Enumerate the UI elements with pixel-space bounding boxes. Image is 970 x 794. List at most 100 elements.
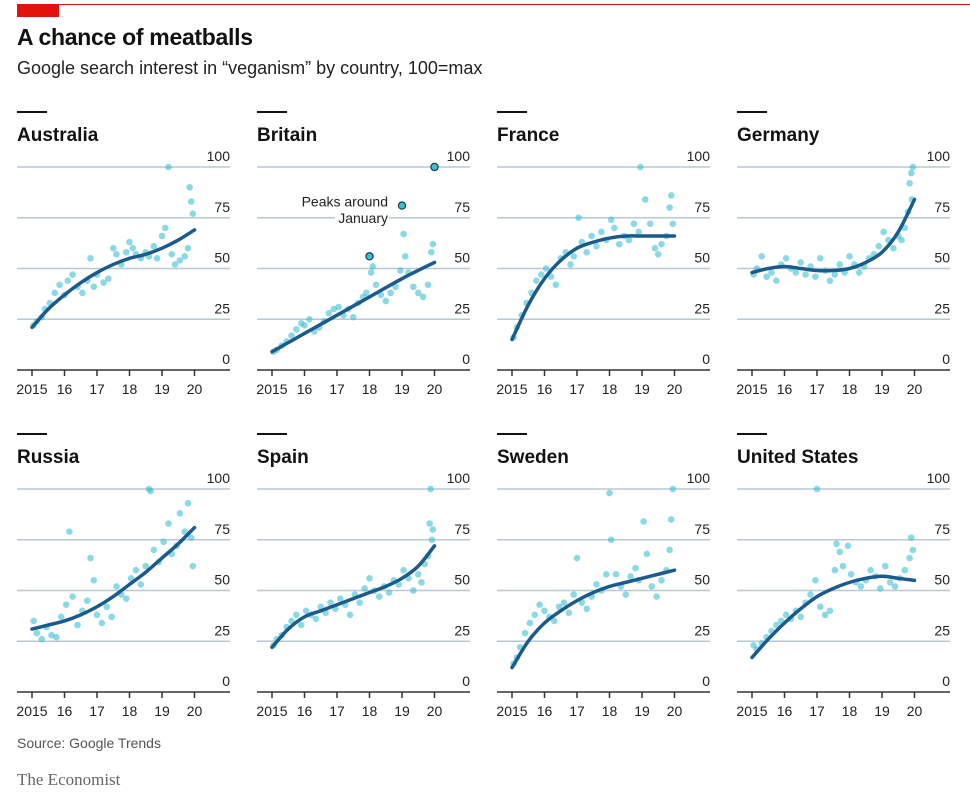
y-tick-label: 75 xyxy=(454,199,470,215)
data-point xyxy=(583,248,591,256)
data-point xyxy=(622,591,630,598)
data-point xyxy=(103,603,111,611)
data-point xyxy=(335,303,342,311)
data-point xyxy=(297,621,305,629)
y-tick-label: 0 xyxy=(702,673,710,689)
panel-title: United States xyxy=(737,447,858,468)
data-point xyxy=(593,581,600,588)
data-point xyxy=(615,240,623,248)
y-tick-label: 75 xyxy=(694,521,710,537)
y-tick-label: 50 xyxy=(694,572,710,588)
data-point xyxy=(87,554,94,562)
data-point xyxy=(658,240,665,248)
annotation-line-1: Peaks around xyxy=(302,194,388,210)
x-tick-label: 2015 xyxy=(256,703,287,719)
data-point xyxy=(306,315,313,323)
data-point xyxy=(560,599,568,606)
y-tick-label: 50 xyxy=(454,572,470,588)
x-tick-label: 18 xyxy=(842,703,858,719)
data-point xyxy=(607,536,615,544)
y-tick-label: 100 xyxy=(207,148,231,164)
x-tick-label: 2015 xyxy=(496,703,527,719)
data-point xyxy=(414,289,422,297)
data-point xyxy=(906,554,913,562)
x-tick-label: 17 xyxy=(569,703,585,719)
data-point xyxy=(901,566,909,574)
panel-spain: Spain 0 25 50 75 100 2015 16 17 18 19 20 xyxy=(256,433,470,719)
data-point xyxy=(758,253,766,260)
x-tick-label: 16 xyxy=(777,703,793,719)
data-point xyxy=(666,204,673,211)
data-point xyxy=(763,273,770,280)
data-point xyxy=(83,597,91,604)
data-point xyxy=(552,281,560,289)
data-point xyxy=(93,611,101,619)
data-point xyxy=(427,248,435,256)
x-tick-label: 20 xyxy=(907,381,923,397)
data-point xyxy=(667,516,675,523)
data-point xyxy=(816,255,824,262)
data-point xyxy=(382,297,390,305)
data-point xyxy=(782,611,790,619)
data-point xyxy=(427,485,434,493)
data-point xyxy=(410,283,417,291)
data-point xyxy=(836,261,844,268)
x-tick-label: 2015 xyxy=(16,703,47,719)
data-point xyxy=(537,271,545,278)
data-point xyxy=(64,277,72,284)
x-tick-label: 20 xyxy=(187,703,203,719)
data-point xyxy=(541,607,548,615)
data-point xyxy=(186,184,193,191)
x-tick-label: 19 xyxy=(874,703,890,719)
data-point xyxy=(773,277,780,284)
y-tick-label: 75 xyxy=(214,521,230,537)
y-tick-label: 0 xyxy=(462,673,470,689)
data-point xyxy=(129,244,137,252)
x-tick-label: 18 xyxy=(122,703,138,719)
data-point xyxy=(567,261,574,268)
data-point xyxy=(812,273,819,280)
x-tick-label: 19 xyxy=(394,703,410,719)
data-point xyxy=(90,577,98,584)
y-tick-label: 75 xyxy=(694,199,710,215)
data-point xyxy=(635,228,643,236)
data-point xyxy=(570,591,578,598)
data-point xyxy=(877,585,884,592)
data-point xyxy=(909,163,917,171)
x-tick-label: 2015 xyxy=(496,381,527,397)
x-tick-label: 17 xyxy=(329,381,345,397)
y-tick-label: 50 xyxy=(694,250,710,266)
data-point xyxy=(66,528,73,535)
x-tick-label: 20 xyxy=(667,703,683,719)
data-point xyxy=(325,309,333,317)
panel-title-rule xyxy=(497,433,527,435)
x-tick-label: 19 xyxy=(154,703,170,719)
highlighted-peak xyxy=(397,201,407,210)
x-tick-label: 18 xyxy=(602,703,618,719)
data-point xyxy=(346,611,354,619)
data-point xyxy=(187,534,195,542)
data-point xyxy=(385,589,393,596)
data-point xyxy=(387,289,394,297)
data-point xyxy=(372,281,380,289)
data-point xyxy=(606,489,613,497)
y-tick-label: 50 xyxy=(934,572,950,588)
data-point xyxy=(816,603,824,611)
data-point xyxy=(833,540,840,548)
panel-title: Australia xyxy=(17,125,99,146)
data-point xyxy=(812,577,819,584)
data-point xyxy=(846,253,853,260)
data-point xyxy=(782,255,790,262)
x-tick-label: 16 xyxy=(57,381,73,397)
data-point xyxy=(400,230,407,238)
x-tick-label: 19 xyxy=(634,703,650,719)
data-point xyxy=(632,564,639,572)
trend-line xyxy=(270,260,437,354)
y-tick-label: 0 xyxy=(222,351,230,367)
data-point xyxy=(349,313,357,321)
y-tick-label: 50 xyxy=(934,250,950,266)
data-point xyxy=(181,253,189,260)
x-tick-label: 2015 xyxy=(736,381,767,397)
data-point xyxy=(367,269,375,276)
x-tick-label: 19 xyxy=(394,381,410,397)
